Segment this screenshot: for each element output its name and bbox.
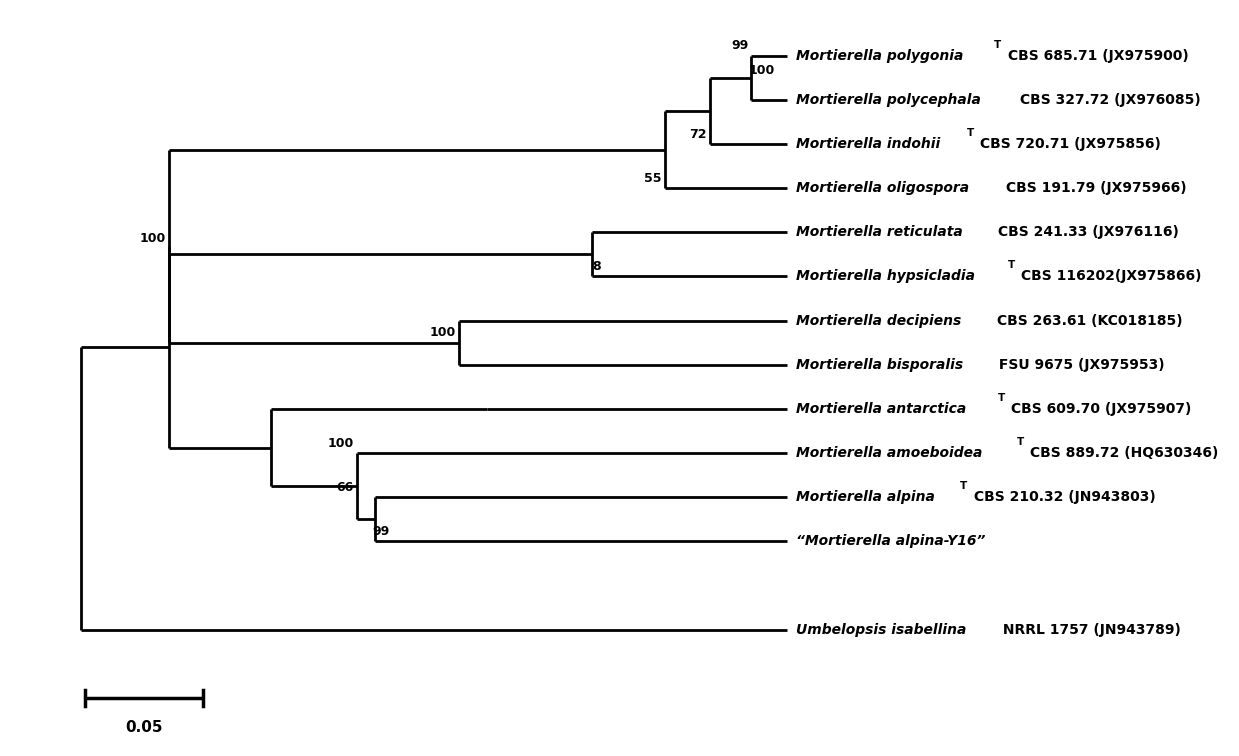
Text: Mortierella alpina: Mortierella alpina: [795, 490, 935, 504]
Text: 100: 100: [748, 64, 776, 77]
Text: T: T: [1007, 260, 1015, 271]
Text: 100: 100: [430, 326, 456, 339]
Text: 100: 100: [140, 231, 166, 245]
Text: Mortierella oligospora: Mortierella oligospora: [795, 181, 969, 195]
Text: 66: 66: [337, 481, 354, 494]
Text: Mortierella hypsicladia: Mortierella hypsicladia: [795, 269, 975, 284]
Text: 0.05: 0.05: [125, 720, 162, 735]
Text: 8: 8: [592, 260, 601, 273]
Text: Mortierella polycephala: Mortierella polycephala: [795, 93, 981, 107]
Text: CBS 685.71 (JX975900): CBS 685.71 (JX975900): [1002, 48, 1188, 63]
Text: T: T: [997, 393, 1005, 403]
Text: Mortierella antarctica: Mortierella antarctica: [795, 402, 966, 416]
Text: T: T: [966, 128, 974, 138]
Text: CBS 889.72 (HQ630346): CBS 889.72 (HQ630346): [1025, 446, 1218, 460]
Text: CBS 263.61 (KC018185): CBS 263.61 (KC018185): [991, 314, 1182, 327]
Text: CBS 327.72 (JX976085): CBS 327.72 (JX976085): [1015, 93, 1201, 107]
Text: Mortierella reticulata: Mortierella reticulata: [795, 225, 963, 240]
Text: Mortierella polygonia: Mortierella polygonia: [795, 48, 964, 63]
Text: T: T: [1016, 437, 1023, 447]
Text: 72: 72: [689, 128, 706, 141]
Text: Mortierella decipiens: Mortierella decipiens: [795, 314, 961, 327]
Text: CBS 720.71 (JX975856): CBS 720.71 (JX975856): [975, 137, 1161, 151]
Text: 100: 100: [327, 436, 354, 450]
Text: T: T: [960, 481, 968, 491]
Text: FSU 9675 (JX975953): FSU 9675 (JX975953): [994, 358, 1165, 372]
Text: Mortierella bisporalis: Mortierella bisporalis: [795, 358, 963, 372]
Text: CBS 191.79 (JX975966): CBS 191.79 (JX975966): [1001, 181, 1187, 195]
Text: CBS 116202(JX975866): CBS 116202(JX975866): [1016, 269, 1202, 284]
Text: “Mortierella alpina-Y16”: “Mortierella alpina-Y16”: [795, 534, 985, 548]
Text: CBS 609.70 (JX975907): CBS 609.70 (JX975907): [1006, 402, 1192, 416]
Text: Mortierella indohii: Mortierella indohii: [795, 137, 940, 151]
Text: 99: 99: [732, 39, 748, 52]
Text: 99: 99: [373, 525, 390, 538]
Text: T: T: [994, 40, 1001, 50]
Text: CBS 210.32 (JN943803): CBS 210.32 (JN943803): [969, 490, 1156, 504]
Text: 55: 55: [644, 172, 662, 184]
Text: Mortierella amoeboidea: Mortierella amoeboidea: [795, 446, 983, 460]
Text: NRRL 1757 (JN943789): NRRL 1757 (JN943789): [997, 623, 1181, 637]
Text: Umbelopsis isabellina: Umbelopsis isabellina: [795, 623, 966, 637]
Text: CBS 241.33 (JX976116): CBS 241.33 (JX976116): [994, 225, 1180, 240]
